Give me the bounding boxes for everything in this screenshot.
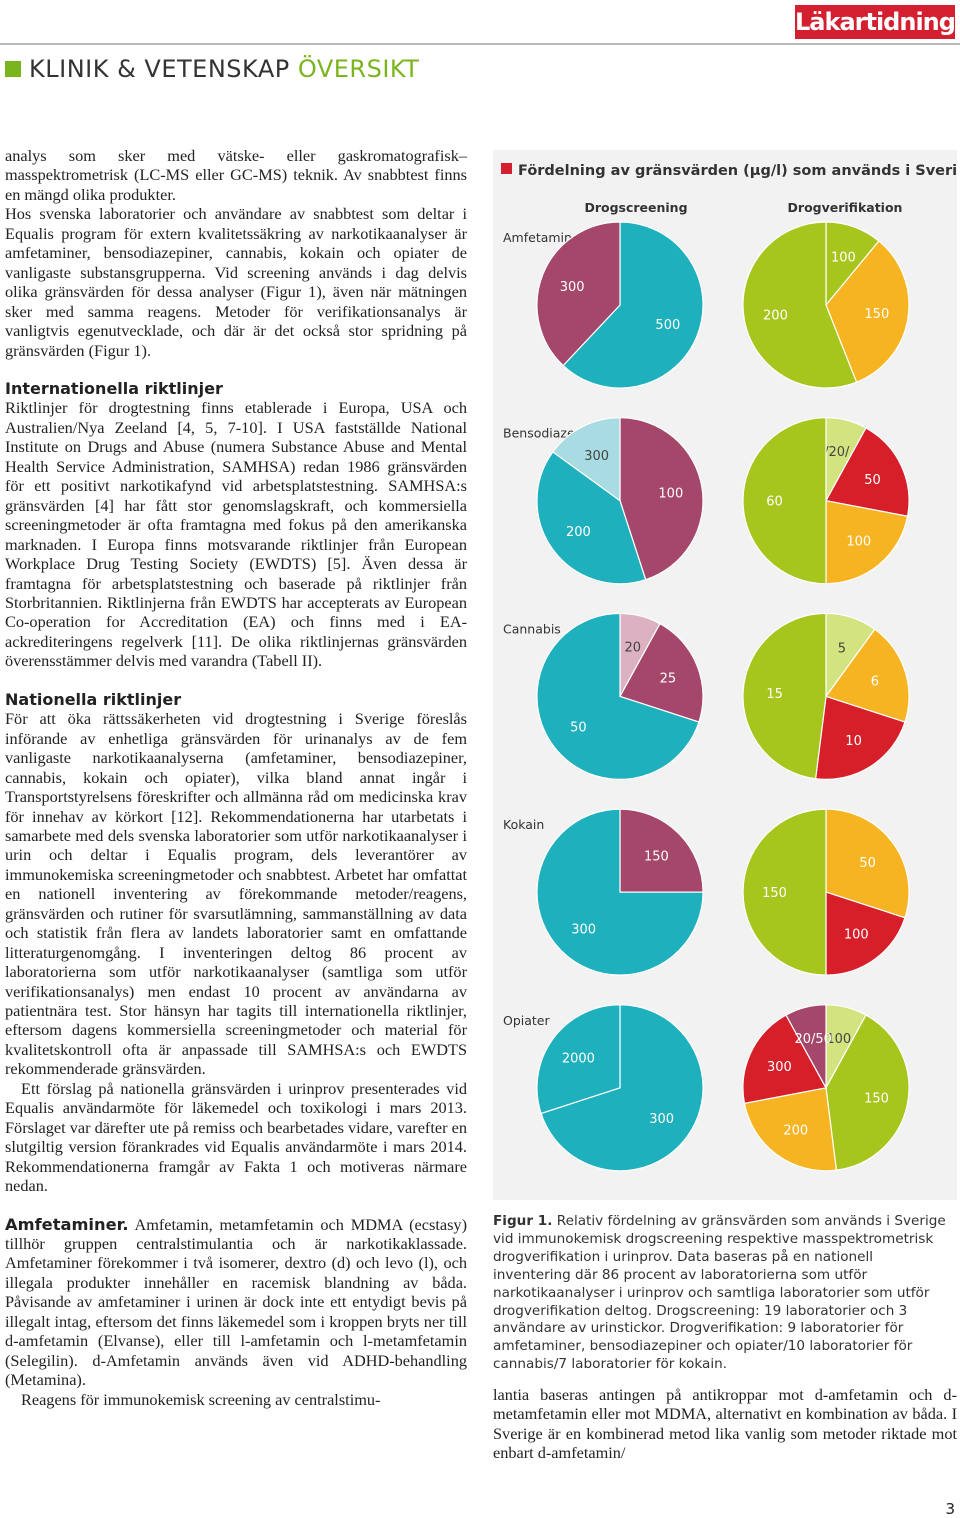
page-number: 3 <box>945 1500 955 1518</box>
pie-slice <box>825 808 910 919</box>
pie-slice <box>825 1014 910 1171</box>
pie-slice <box>825 891 906 976</box>
paragraph: Hos svenska laboratorier och användare a… <box>5 204 467 360</box>
row-title: Opiater <box>503 1013 550 1028</box>
pie-slice <box>742 221 858 389</box>
slice-label: 100 <box>844 928 869 943</box>
slice-label: 200 <box>566 525 591 540</box>
slice-label: 150 <box>864 307 889 322</box>
pie-slice <box>536 808 704 976</box>
slice-label: 300 <box>767 1060 792 1075</box>
pie-slice <box>742 417 827 585</box>
slice-label: 200 <box>783 1123 808 1138</box>
paragraph-text: Ett förslag på nationella gränsvärden i … <box>5 1078 467 1196</box>
pie-slice <box>552 417 621 502</box>
paragraph-text: Amfetamin, metamfetamin och MDMA (ecstas… <box>5 1214 467 1390</box>
paragraph-text: analys som sker med vätske- eller gaskro… <box>5 146 467 204</box>
slice-label: 100 <box>658 487 683 502</box>
pie-slice <box>536 451 647 585</box>
pie-slice <box>536 1004 621 1115</box>
slice-label: 300 <box>560 280 585 295</box>
row-title: Cannabis <box>503 621 561 636</box>
column-title: Drogverifikation <box>788 200 903 215</box>
slice-label: 300 <box>649 1112 674 1127</box>
title-marker <box>501 163 512 174</box>
lead-in: Amfetaminer. <box>5 1214 129 1234</box>
section-heading: Nationella riktlinjer <box>5 689 182 709</box>
section-highlight: ÖVERSIKT <box>297 55 420 83</box>
pie-slice <box>742 612 827 780</box>
pie-slice <box>825 240 910 383</box>
figure: Fördelning av gränsvärden (µg/l) som anv… <box>493 150 960 1200</box>
paragraph-text: Riktlinjer för drogtestning finns etable… <box>5 398 467 671</box>
caption-label: Figur 1. <box>493 1213 553 1229</box>
left-column: analys som sker med vätske- eller gaskro… <box>5 146 467 1409</box>
pie-slice <box>742 808 827 976</box>
paragraph: analys som sker med vätske- eller gaskro… <box>5 146 467 204</box>
section-heading: Internationella riktlinjer <box>5 378 223 398</box>
pie-slice <box>536 221 621 367</box>
pie-slice <box>562 221 704 389</box>
slice-label: 150 <box>864 1091 889 1106</box>
paragraph: Reagens för immunokemisk screening av ce… <box>5 1390 467 1409</box>
paragraph-text: Hos svenska laboratorier och användare a… <box>5 204 467 360</box>
pie-slice <box>743 1087 838 1172</box>
pie-slice <box>825 427 910 517</box>
paragraph-text: För att öka rättssäkerheten vid drogtest… <box>5 709 467 1079</box>
slice-label: 25 <box>660 671 677 686</box>
slice-label: 10 <box>845 734 862 749</box>
pie-slice <box>825 499 909 585</box>
paragraph: Riktlinjer för drogtestning finns etable… <box>5 398 467 670</box>
slice-label: 100 <box>826 1032 851 1047</box>
caption-text: Relativ fördelning av gränsvärden som an… <box>493 1213 946 1373</box>
slice-label: 100 <box>831 251 856 266</box>
header-rule <box>0 43 960 45</box>
figure-chart: Fördelning av gränsvärden (µg/l) som anv… <box>501 163 960 1172</box>
pie-slice <box>814 695 906 780</box>
slice-label: 150 <box>762 886 787 901</box>
slice-label: 2000 <box>562 1052 595 1067</box>
pie-slice <box>619 808 704 893</box>
paragraph: Amfetaminer. Amfetamin, metamfetamin och… <box>5 1215 467 1390</box>
slice-label: 15 <box>766 687 783 702</box>
column-title: Drogscreening <box>584 200 687 215</box>
pie-slice <box>785 1004 827 1089</box>
slice-label: 300 <box>584 449 609 464</box>
pie-slice <box>619 417 704 581</box>
right-column: lantia baseras antingen på antikroppar m… <box>493 1385 957 1463</box>
pie-slice <box>536 612 700 780</box>
slice-label: 20/50 <box>794 1032 831 1047</box>
slice-label: 50 <box>859 856 876 871</box>
row-title: Kokain <box>503 817 544 832</box>
slice-label: 20 <box>625 641 642 656</box>
slice-label: 300 <box>571 922 596 937</box>
slice-label: 50 <box>864 473 881 488</box>
slice-label: 200 <box>763 309 788 324</box>
paragraph-text: Reagens för immunokemisk screening av ce… <box>21 1389 381 1409</box>
slice-label: 150 <box>644 850 669 865</box>
pie-slice <box>540 1004 704 1172</box>
figure-caption: Figur 1. Relativ fördelning av gränsvärd… <box>493 1213 955 1374</box>
slice-label: 6 <box>871 674 879 689</box>
section-header: KLINIK & VETENSKAP ÖVERSIKT <box>5 55 419 83</box>
section-marker <box>5 61 21 77</box>
slice-label: 5 <box>838 641 846 656</box>
row-title: Amfetaminer <box>503 230 586 245</box>
slice-label: 100 <box>846 534 871 549</box>
pie-slice <box>742 1014 827 1105</box>
paragraph: Ett förslag på nationella gränsvärden i … <box>5 1079 467 1196</box>
slice-label: 500 <box>655 318 680 333</box>
figure-title: Fördelning av gränsvärden (µg/l) som anv… <box>518 163 957 179</box>
pie-slice <box>619 622 704 723</box>
pie-slice <box>825 628 910 723</box>
brand-logo: Läkartidningen <box>795 5 960 39</box>
slice-label: 50 <box>570 721 587 736</box>
paragraph: För att öka rättssäkerheten vid drogtest… <box>5 709 467 1079</box>
paragraph: lantia baseras antingen på antikroppar m… <box>493 1385 957 1463</box>
section-name: KLINIK & VETENSKAP <box>29 55 290 83</box>
slice-label: 60 <box>766 495 783 510</box>
